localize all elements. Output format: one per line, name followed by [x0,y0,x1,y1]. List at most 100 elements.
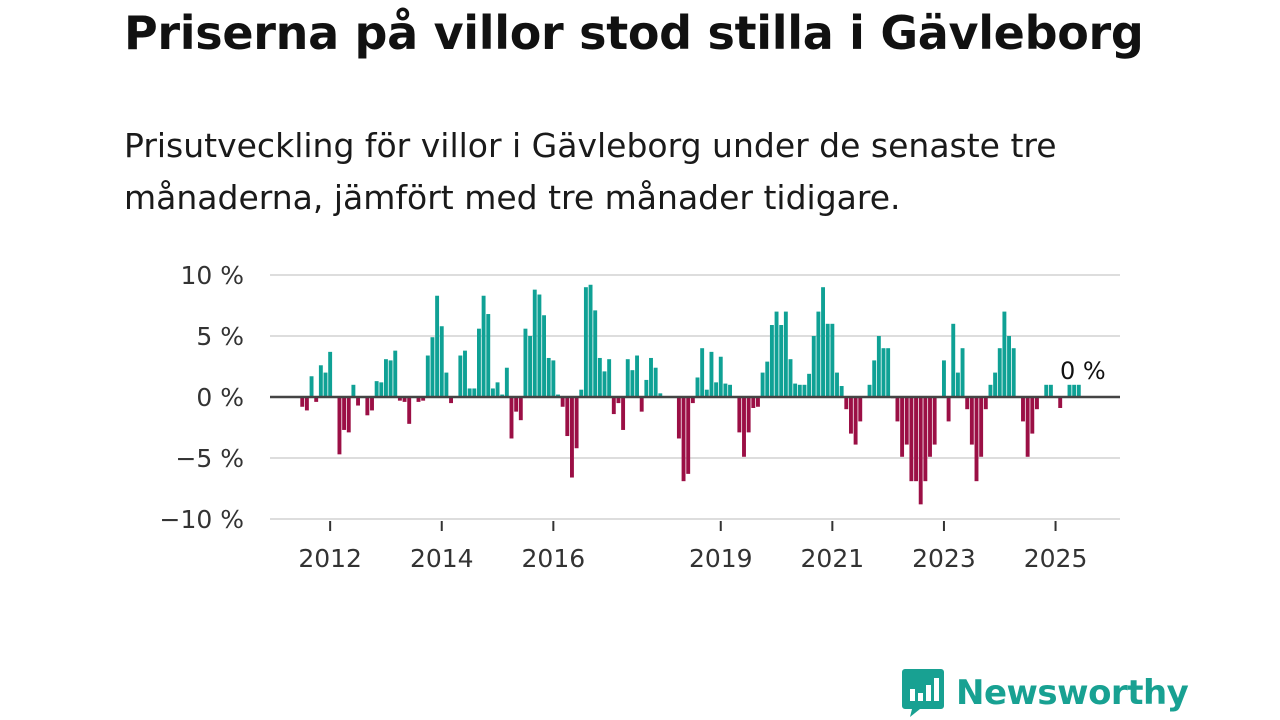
newsworthy-logo: Newsworthy [902,669,1189,717]
bar [318,365,323,397]
bar-series [300,284,1081,505]
bar [797,384,802,397]
bar [1002,311,1007,397]
bar [742,397,746,457]
bar [463,350,467,397]
bar [876,336,881,397]
bar [472,388,477,397]
bar [644,379,649,397]
bar [932,397,937,445]
bar [616,397,621,404]
bar [342,397,347,430]
bar [542,315,546,397]
bar [858,397,863,422]
bar [676,397,681,439]
chart-subtitle: Prisutveckling för villor i Gävleborg un… [124,126,1057,217]
bar [988,384,993,397]
bar [793,383,798,397]
bar [723,383,728,397]
bar [895,397,900,422]
bar [1007,336,1011,397]
bar [486,314,491,397]
bar [983,397,988,410]
axes [270,395,1120,531]
bar [769,325,774,397]
bar [904,397,909,445]
bar [969,397,974,445]
bar [304,397,309,411]
axis-labels: 10 % 5 % 0 % −5 % −10 % 2012 2014 2016 2019 2021 2… [160,261,1106,573]
bar [416,397,421,402]
bar [625,359,630,397]
bar [751,397,756,408]
bar [444,372,449,397]
bar [1044,384,1049,397]
x-tick-label: 2014 [410,544,474,573]
bar [588,284,593,397]
bar [374,381,379,397]
bar [704,389,709,397]
bar [839,386,844,397]
bar [746,397,751,433]
bar [504,367,509,397]
bar [490,388,495,397]
bar [328,351,333,397]
bar [384,359,388,397]
bar [900,397,905,457]
bar [974,397,979,482]
bar [346,397,351,433]
bar [597,357,602,397]
bar [695,377,700,397]
bar [439,326,444,397]
bar [802,384,807,397]
bar [1030,397,1035,434]
bar [1076,384,1081,397]
x-tick-label: 2012 [298,544,362,573]
bar [1025,397,1030,457]
bar [709,351,714,397]
bar [728,384,732,397]
bar [570,397,574,478]
y-tick-label: 10 % [180,261,244,290]
chart-title: Priserna på villor stod stilla i Gävlebo… [124,6,1144,60]
bar [1072,384,1077,397]
bar [714,382,719,397]
bar [979,397,984,457]
bar [611,397,616,415]
bar [402,397,407,402]
bar [551,360,556,397]
bar [783,311,788,397]
bar [765,361,770,397]
y-tick-label: −10 % [160,505,244,534]
bar [518,397,523,421]
bar [830,323,835,397]
bar [779,325,784,397]
bar [397,397,402,401]
bar [593,310,598,397]
bar [872,360,877,397]
x-tick-label: 2019 [689,544,753,573]
bar [960,348,965,397]
bar [737,397,742,433]
bar [639,397,644,412]
y-tick-label: 0 % [196,383,244,412]
bar [914,397,918,482]
bar [351,384,356,397]
bar [928,397,932,457]
bar [467,388,472,397]
bar [821,287,825,397]
bar [965,397,970,410]
bar [635,355,639,397]
bar [430,337,435,397]
bar [509,397,514,439]
bar [309,376,314,397]
bar [537,294,542,397]
bar [718,356,723,397]
bar [923,397,928,482]
bar [886,348,891,397]
bar [621,397,626,430]
bar [379,382,384,397]
bar [658,393,663,397]
bar [532,289,537,397]
bar [918,397,923,505]
